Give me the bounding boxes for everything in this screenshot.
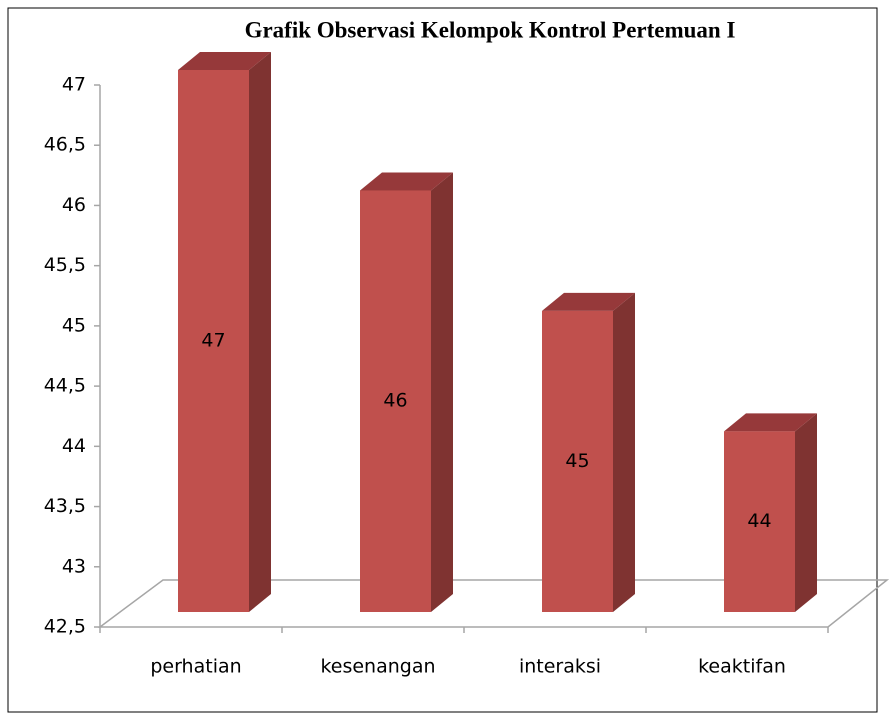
data-label: 44 — [747, 510, 771, 532]
bar-side — [249, 52, 271, 612]
y-tick-label: 43 — [62, 555, 86, 577]
x-tick-label: interaksi — [519, 656, 601, 678]
x-tick-label: keaktifan — [698, 656, 786, 678]
data-label: 45 — [565, 450, 589, 472]
y-tick-label: 42,5 — [44, 616, 86, 638]
y-tick-label: 46 — [62, 194, 86, 216]
data-label: 46 — [383, 390, 407, 412]
y-tick-label: 44 — [62, 435, 86, 457]
bar-side — [431, 172, 453, 612]
bar-top — [724, 413, 817, 432]
bar — [178, 70, 249, 612]
y-tick-label: 44,5 — [44, 375, 86, 397]
bar-side — [795, 413, 817, 612]
bar-top — [178, 52, 271, 70]
y-tick-label: 45 — [62, 314, 86, 336]
data-label: 47 — [201, 330, 225, 352]
y-tick-label: 47 — [62, 74, 86, 96]
floor — [97, 579, 889, 628]
x-tick-label: perhatian — [150, 656, 241, 678]
bar-top — [542, 292, 635, 311]
y-tick-label: 46,5 — [44, 134, 86, 156]
x-tick-label: kesenangan — [320, 656, 435, 678]
bar-top — [360, 172, 453, 191]
bar — [360, 190, 431, 612]
bar-side — [613, 292, 635, 612]
y-tick-label: 43,5 — [44, 495, 86, 517]
y-tick-label: 45,5 — [44, 254, 86, 276]
bar — [542, 310, 613, 612]
chart-title: Grafik Observasi Kelompok Kontrol Pertem… — [245, 17, 736, 42]
bar — [724, 431, 795, 612]
